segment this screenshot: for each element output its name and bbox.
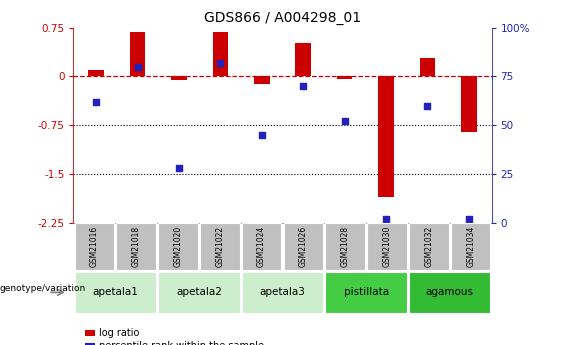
Text: GSM21030: GSM21030 xyxy=(383,226,392,267)
Text: GSM21024: GSM21024 xyxy=(257,226,266,267)
Point xyxy=(257,132,266,138)
Bar xyxy=(171,76,187,80)
Text: apetala1: apetala1 xyxy=(92,287,138,297)
Bar xyxy=(420,58,435,76)
Text: apetala2: apetala2 xyxy=(176,287,222,297)
Text: pistillata: pistillata xyxy=(344,287,389,297)
Text: GSM21034: GSM21034 xyxy=(466,226,475,267)
Bar xyxy=(254,76,270,84)
Title: GDS866 / A004298_01: GDS866 / A004298_01 xyxy=(204,11,361,25)
Bar xyxy=(212,32,228,76)
Bar xyxy=(130,32,145,76)
Text: GSM21026: GSM21026 xyxy=(299,226,308,267)
Point xyxy=(216,60,225,66)
Point xyxy=(92,99,101,105)
Point xyxy=(381,216,390,221)
Text: genotype/variation: genotype/variation xyxy=(0,284,86,294)
Bar xyxy=(378,76,394,197)
Point xyxy=(340,118,349,124)
Point xyxy=(299,83,308,89)
Bar xyxy=(295,42,311,76)
Point xyxy=(133,64,142,69)
Text: GSM21028: GSM21028 xyxy=(341,226,350,267)
Point xyxy=(175,165,184,171)
Bar xyxy=(461,76,477,131)
Text: GSM21022: GSM21022 xyxy=(215,226,224,267)
Text: apetala3: apetala3 xyxy=(259,287,306,297)
Text: percentile rank within the sample: percentile rank within the sample xyxy=(99,341,264,345)
Text: log ratio: log ratio xyxy=(99,328,139,338)
Text: GSM21016: GSM21016 xyxy=(90,226,99,267)
Point xyxy=(464,216,473,221)
Bar xyxy=(337,76,353,79)
Text: agamous: agamous xyxy=(426,287,473,297)
Text: GSM21032: GSM21032 xyxy=(424,226,433,267)
Point xyxy=(423,103,432,108)
Text: GSM21020: GSM21020 xyxy=(173,226,182,267)
Bar xyxy=(88,70,104,76)
Text: GSM21018: GSM21018 xyxy=(132,226,141,267)
